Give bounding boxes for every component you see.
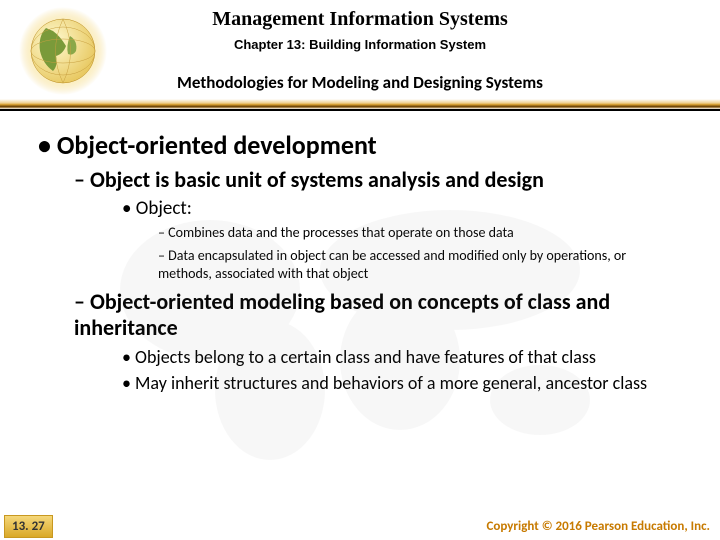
bullet-level-3: Objects belong to a certain class and ha… (122, 346, 690, 369)
bullet-level-3: Object: (122, 197, 690, 220)
slide-footer: 13. 27 Copyright © 2016 Pearson Educatio… (0, 516, 720, 540)
bullet-level-2: Object is basic unit of systems analysis… (74, 167, 690, 193)
chapter-subtitle: Chapter 13: Building Information System (0, 37, 720, 52)
bullet-level-1: Object-oriented development (38, 129, 690, 161)
bullet-level-3: May inherit structures and behaviors of … (122, 372, 690, 395)
section-title: Methodologies for Modeling and Designing… (0, 72, 720, 93)
slide-number: 13. 27 (4, 515, 53, 538)
bullet-level-2: Object-oriented modeling based on concep… (74, 289, 690, 342)
slide-header: Management Information Systems Chapter 1… (0, 0, 720, 111)
slide-body: Object-oriented development Object is ba… (0, 111, 720, 395)
main-title: Management Information Systems (0, 8, 720, 31)
bullet-level-4: Data encapsulated in object can be acces… (158, 247, 690, 283)
copyright-text: Copyright © 2016 Pearson Education, Inc. (486, 519, 710, 534)
bullet-level-4: Combines data and the processes that ope… (158, 224, 690, 242)
divider-line (0, 99, 720, 111)
globe-icon (18, 6, 108, 96)
